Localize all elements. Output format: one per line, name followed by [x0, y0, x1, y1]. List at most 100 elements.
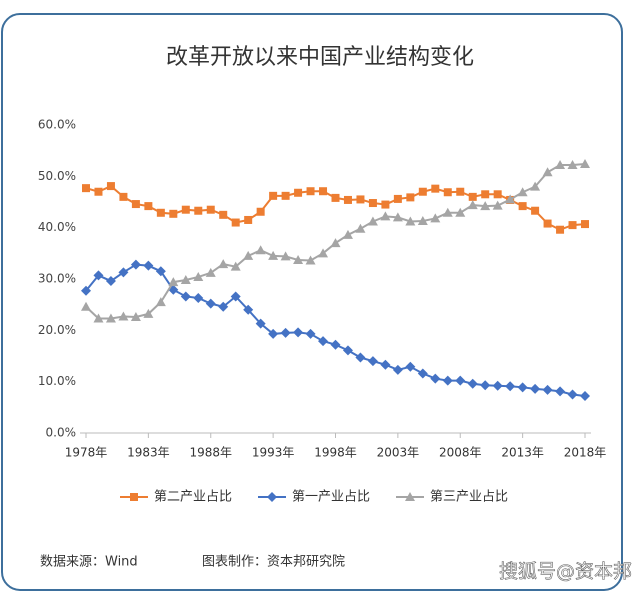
marker	[580, 391, 590, 402]
marker	[492, 380, 503, 391]
marker	[243, 250, 254, 260]
marker	[255, 318, 266, 329]
marker	[417, 368, 428, 379]
marker	[455, 375, 466, 386]
legend-label: 第二产业占比	[154, 490, 232, 505]
marker	[168, 277, 179, 287]
marker	[330, 339, 341, 350]
legend-marker	[267, 492, 277, 502]
y-tick-label: 10.0%	[38, 374, 76, 388]
marker	[405, 216, 416, 226]
marker	[94, 187, 103, 196]
marker	[492, 200, 503, 210]
marker	[155, 266, 166, 277]
marker	[231, 218, 240, 227]
marker	[543, 219, 552, 228]
marker	[243, 304, 254, 315]
marker	[180, 291, 191, 302]
marker	[205, 298, 216, 309]
marker	[230, 261, 241, 271]
marker	[530, 181, 541, 191]
x-tick-label: 1988年	[189, 446, 232, 460]
marker	[143, 308, 154, 318]
marker	[380, 359, 391, 370]
marker	[131, 200, 140, 209]
legend-marker	[405, 492, 415, 501]
marker	[455, 207, 466, 217]
marker	[405, 361, 416, 372]
y-tick-label: 0.0%	[46, 426, 77, 440]
marker	[305, 328, 316, 339]
marker	[143, 260, 154, 271]
marker	[442, 207, 453, 217]
marker	[343, 195, 352, 204]
marker	[281, 191, 290, 200]
marker	[568, 221, 577, 230]
marker	[556, 225, 565, 234]
marker	[331, 193, 340, 202]
marker	[155, 297, 166, 307]
marker	[456, 187, 465, 196]
x-tick-label: 1978年	[65, 446, 108, 460]
x-tick-label: 2003年	[377, 446, 420, 460]
marker	[355, 223, 366, 233]
watermark: 搜狐号@资本邦	[499, 561, 632, 583]
marker	[517, 382, 528, 393]
marker	[580, 159, 590, 169]
marker	[431, 184, 440, 193]
marker	[118, 311, 129, 321]
x-tick-label: 1993年	[252, 446, 295, 460]
marker	[542, 167, 553, 177]
marker	[393, 194, 402, 203]
marker	[130, 259, 141, 270]
source-note: 数据来源：Wind	[40, 555, 138, 570]
marker	[81, 285, 91, 296]
marker	[505, 381, 516, 392]
marker	[93, 313, 104, 323]
x-tick-label: 1983年	[127, 446, 170, 460]
marker	[430, 373, 441, 384]
marker	[256, 207, 265, 216]
x-tick-label: 2018年	[564, 446, 607, 460]
marker	[480, 201, 491, 211]
marker	[119, 192, 128, 201]
marker	[430, 213, 441, 223]
marker	[156, 208, 165, 217]
legend-label: 第三产业占比	[430, 490, 508, 505]
marker	[368, 199, 377, 208]
marker	[293, 255, 304, 265]
marker	[392, 364, 403, 375]
marker	[355, 352, 366, 363]
marker	[294, 188, 303, 197]
marker	[181, 205, 190, 214]
marker	[206, 205, 215, 214]
marker	[219, 210, 228, 219]
marker	[244, 215, 253, 224]
marker	[268, 328, 279, 339]
x-tick-label: 2008年	[439, 446, 482, 460]
marker	[293, 327, 304, 338]
marker	[118, 267, 129, 278]
marker	[280, 251, 291, 261]
marker	[530, 383, 541, 394]
y-tick-label: 20.0%	[38, 323, 76, 337]
marker	[467, 378, 478, 389]
x-tick-label: 2013年	[501, 446, 544, 460]
marker	[443, 188, 452, 197]
marker	[493, 190, 502, 199]
marker	[218, 301, 229, 312]
y-tick-label: 40.0%	[38, 220, 76, 234]
legend-marker	[130, 493, 138, 501]
marker	[169, 209, 178, 218]
marker	[480, 380, 491, 391]
marker	[392, 212, 403, 222]
marker	[180, 275, 191, 285]
marker	[205, 267, 216, 277]
marker	[581, 220, 589, 229]
marker	[555, 160, 566, 170]
marker	[193, 292, 204, 303]
marker	[306, 187, 315, 196]
marker	[567, 389, 578, 400]
marker	[406, 193, 415, 202]
